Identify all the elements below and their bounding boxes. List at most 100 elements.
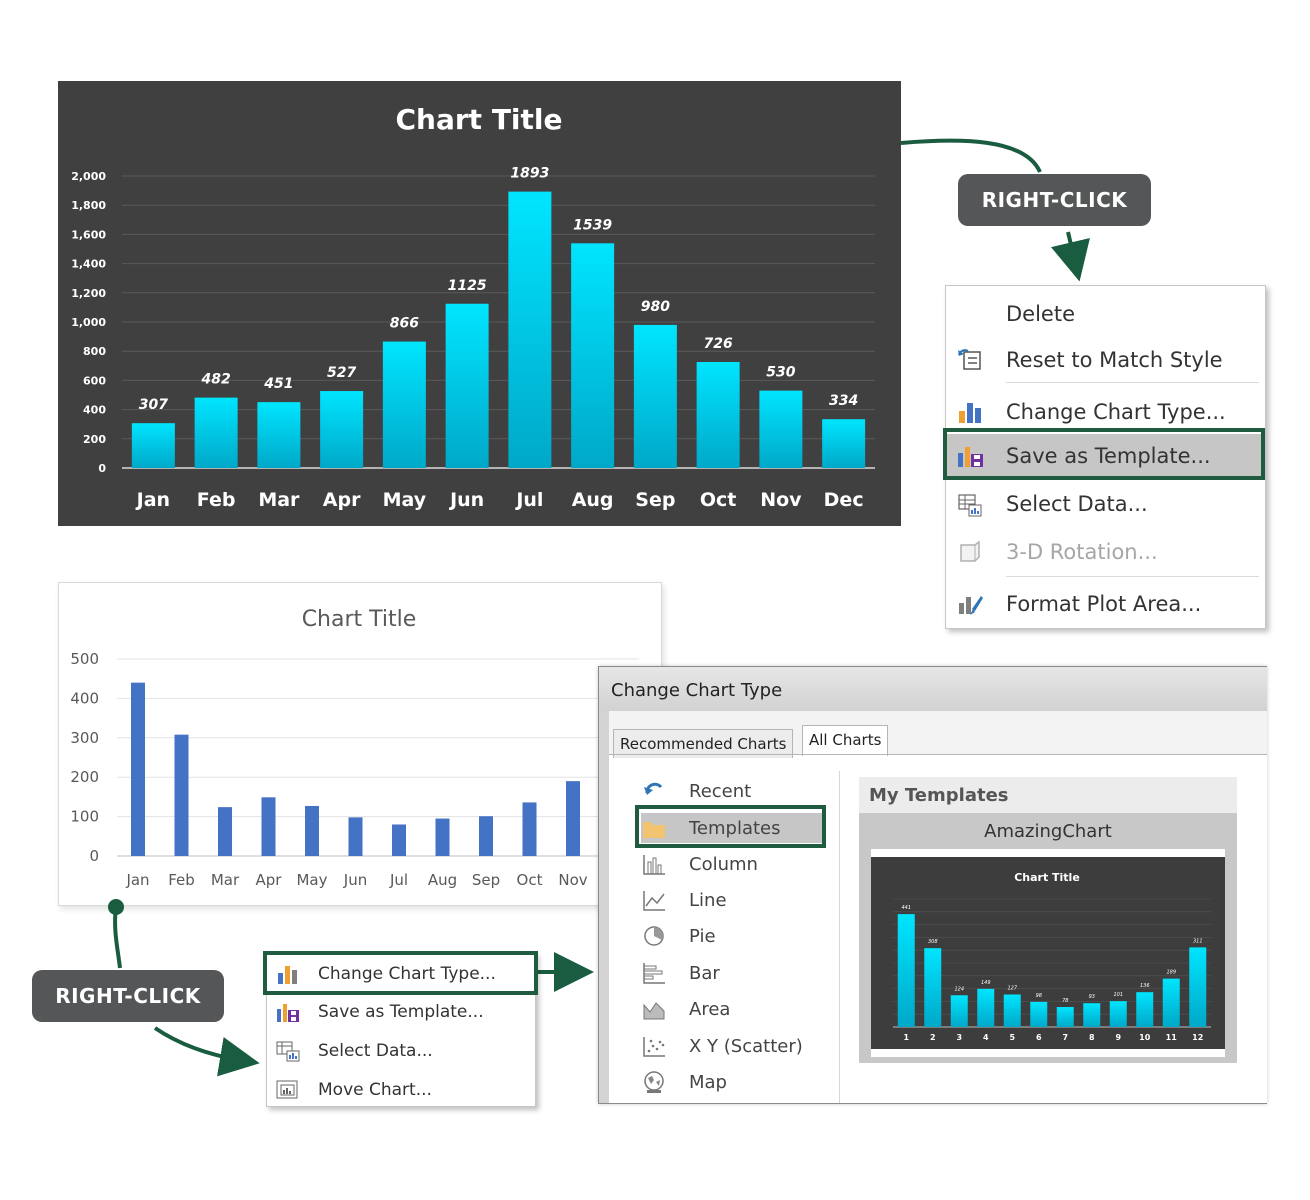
light-chart-svg: Chart Title 0 100 200 300 400 500 Jan Feb Mar Apr M… xyxy=(70,607,639,889)
select-data-icon xyxy=(956,491,984,517)
data-label: 136 xyxy=(1140,983,1150,989)
chart-type-label: X Y (Scatter) xyxy=(689,1035,803,1057)
bar xyxy=(924,948,942,1027)
right-click-callout-bottom: RIGHT-CLICK xyxy=(32,970,224,1022)
menu-item-reset-to-match-style[interactable]: Reset to Match Style xyxy=(946,342,1265,378)
panel-divider xyxy=(839,771,840,1103)
chart-type-templates[interactable]: Templates xyxy=(641,813,823,843)
menu-item-save-as-template[interactable]: Save as Template... xyxy=(267,996,535,1028)
chart-type-label: Map xyxy=(689,1071,727,1093)
bar xyxy=(522,802,537,856)
dark-column-chart[interactable]: Chart Title 0 200 400 600 800 1,000 1,200 1,400 1… xyxy=(58,81,901,526)
templates-highlight xyxy=(635,805,826,848)
menu-item-3d-rotation[interactable]: 3-D Rotation... xyxy=(946,534,1265,570)
menu-item-delete[interactable]: Delete xyxy=(946,298,1265,330)
menu-item-move-chart[interactable]: Move Chart... xyxy=(267,1074,535,1106)
dark-chart-svg: Chart Title 0 200 400 600 800 1,000 1,200 1,400 1… xyxy=(71,103,875,511)
bar xyxy=(479,816,493,856)
bottom-curve-arrow xyxy=(153,1026,260,1077)
dialog-titlebar[interactable]: Change Chart Type xyxy=(599,667,1267,711)
menu-item-save-as-template[interactable]: Save as Template... xyxy=(946,434,1265,478)
data-label: 980 xyxy=(641,299,670,315)
y-tick-label: 1,400 xyxy=(71,258,106,271)
y-tick-label: 400 xyxy=(70,689,99,707)
x-tick-label: Jun xyxy=(343,871,367,889)
menu-separator xyxy=(1006,576,1259,577)
y-tick-label: 200 xyxy=(83,433,106,446)
x-tick-label: Feb xyxy=(168,871,195,889)
x-tick-label: 8 xyxy=(1089,1033,1095,1042)
y-tick-label: 200 xyxy=(70,768,99,786)
chart-type-label: Recent xyxy=(689,780,752,802)
template-thumbnail: Chart Title 441 1 308 2 124 3 149 4 127 5 98 6 78 7 93 8… xyxy=(871,849,1225,1057)
line-chart-icon xyxy=(641,888,667,912)
x-tick-label: Sep xyxy=(472,871,500,889)
bar xyxy=(566,781,580,856)
menu-item-change-chart-type[interactable]: Change Chart Type... xyxy=(946,394,1265,430)
menu-item-label: Save as Template... xyxy=(318,1002,484,1022)
bar xyxy=(194,397,238,468)
x-tick-label: Nov xyxy=(760,489,802,511)
recent-icon xyxy=(641,779,667,803)
blue-column-chart[interactable]: Chart Title 0 100 200 300 400 500 Jan Feb Mar Apr M… xyxy=(58,582,662,906)
x-tick-label: Sep xyxy=(635,489,675,511)
format-plot-area-icon xyxy=(956,591,984,617)
template-thumbnail-chart: Chart Title 441 1 308 2 124 3 149 4 127 5 98 6 78 7 93 8… xyxy=(871,857,1225,1049)
y-tick-label: 400 xyxy=(83,404,106,417)
menu-item-select-data[interactable]: Select Data... xyxy=(267,1035,535,1067)
chart-type-label: Line xyxy=(689,889,727,911)
menu-item-label: Change Chart Type... xyxy=(318,964,496,984)
x-tick-label: Jan xyxy=(135,489,170,511)
bar xyxy=(1136,992,1154,1027)
menu-item-format-plot-area[interactable]: Format Plot Area... xyxy=(946,586,1265,622)
y-tick-label: 300 xyxy=(70,729,99,747)
data-label: 1125 xyxy=(448,278,487,294)
bar xyxy=(261,797,276,856)
bar xyxy=(131,423,175,468)
save-template-icon xyxy=(956,443,984,469)
x-tick-label: 9 xyxy=(1115,1033,1121,1042)
data-label: 530 xyxy=(766,365,795,381)
data-label: 127 xyxy=(1007,985,1017,991)
bar xyxy=(977,988,995,1027)
x-tick-label: Oct xyxy=(517,871,543,889)
chart-title: Chart Title xyxy=(302,607,417,632)
y-tick-label: 1,800 xyxy=(71,199,106,212)
tab-recommended-charts[interactable]: Recommended Charts xyxy=(613,729,794,758)
menu-item-label: Save as Template... xyxy=(1006,444,1211,468)
x-tick-label: 12 xyxy=(1192,1033,1203,1042)
pie-chart-icon xyxy=(641,924,667,948)
template-card-amazingchart[interactable]: AmazingChart Chart Title 441 1 308 2 124 3 149 4… xyxy=(859,813,1237,1063)
x-tick-label: Mar xyxy=(258,489,300,511)
menu-item-label: Format Plot Area... xyxy=(1006,592,1202,616)
bar xyxy=(382,341,426,468)
data-label: 93 xyxy=(1089,994,1095,1000)
chart-type-label: Pie xyxy=(689,925,716,947)
y-tick-label: 1,000 xyxy=(71,316,106,329)
menu-item-select-data[interactable]: Select Data... xyxy=(946,486,1265,522)
menu-item-label: Move Chart... xyxy=(318,1080,432,1100)
chart-context-menu-small: Change Chart Type... Save as Template...… xyxy=(266,953,536,1107)
x-tick-label: 4 xyxy=(983,1033,989,1042)
data-label: 1539 xyxy=(573,217,612,233)
dialog-left-edge xyxy=(599,711,609,1103)
menu-item-change-chart-type[interactable]: Change Chart Type... xyxy=(267,958,535,990)
tab-all-charts[interactable]: All Charts xyxy=(802,725,889,756)
tab-divider xyxy=(609,754,1267,755)
bar xyxy=(696,362,740,468)
data-label: 124 xyxy=(954,986,964,992)
bar xyxy=(508,191,552,468)
bar xyxy=(257,402,301,468)
x-tick-label: Apr xyxy=(323,489,361,511)
data-label: 1893 xyxy=(510,166,549,182)
data-label: 98 xyxy=(1036,993,1042,999)
bar xyxy=(1162,978,1180,1027)
data-label: 441 xyxy=(901,905,911,911)
x-tick-label: Apr xyxy=(256,871,283,889)
bar xyxy=(950,995,968,1027)
bar-chart-icon xyxy=(641,961,667,985)
y-tick-label: 1,600 xyxy=(71,228,106,241)
chart-title: Chart Title xyxy=(396,103,563,136)
data-label: 334 xyxy=(829,393,858,409)
x-tick-label: Dec xyxy=(824,489,864,511)
